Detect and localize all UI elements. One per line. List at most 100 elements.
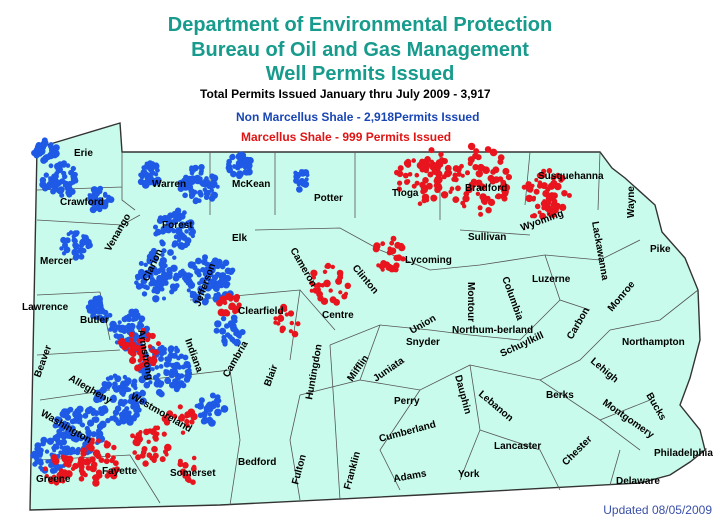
county-label-berks: Berks <box>546 390 574 401</box>
non-marcellus-permit-marker <box>43 172 49 178</box>
non-marcellus-permit-marker <box>86 432 92 438</box>
non-marcellus-permit-marker <box>245 162 253 170</box>
non-marcellus-permit-marker <box>233 339 241 346</box>
non-marcellus-permit-marker <box>160 346 166 352</box>
non-marcellus-permit-marker <box>152 266 158 271</box>
non-marcellus-permit-marker <box>192 264 198 271</box>
marcellus-permit-marker <box>467 142 476 151</box>
non-marcellus-permit-marker <box>220 405 229 413</box>
marcellus-legend: Marcellus Shale - 999 Permits Issued <box>241 130 452 144</box>
non-marcellus-permit-marker <box>114 405 122 412</box>
marcellus-permit-marker <box>495 193 502 200</box>
non-marcellus-permit-marker <box>105 381 113 389</box>
non-marcellus-permit-marker <box>90 197 98 205</box>
marcellus-permit-marker <box>521 184 527 190</box>
county-label-clearfield: Clearfield <box>238 306 284 317</box>
non-marcellus-permit-marker <box>157 215 164 221</box>
non-marcellus-permit-marker <box>153 269 159 276</box>
permit-markers <box>30 137 572 487</box>
non-marcellus-permit-marker <box>64 424 70 430</box>
non-marcellus-permit-marker <box>136 407 142 413</box>
marcellus-permit-marker <box>539 212 546 220</box>
marcellus-permit-marker <box>166 410 174 417</box>
marcellus-permit-marker <box>338 290 343 295</box>
marcellus-permit-marker <box>277 314 285 322</box>
non-marcellus-permit-marker <box>136 323 143 330</box>
marcellus-permit-marker <box>380 262 387 268</box>
county-label-philadelphia: Philadelphia <box>654 448 713 459</box>
non-marcellus-permit-marker <box>159 266 166 273</box>
marcellus-permit-marker <box>500 179 507 186</box>
non-marcellus-permit-marker <box>52 443 58 449</box>
marcellus-permit-marker <box>277 309 283 315</box>
marcellus-permit-marker <box>501 195 508 202</box>
marcellus-permit-marker <box>387 248 394 255</box>
marcellus-permit-marker <box>559 203 567 211</box>
marcellus-permit-marker <box>558 177 564 183</box>
non-marcellus-permit-marker <box>138 261 144 266</box>
non-marcellus-permit-marker <box>242 169 249 176</box>
marcellus-permit-marker <box>472 164 479 171</box>
marcellus-permit-marker <box>534 178 539 182</box>
non-marcellus-permit-marker <box>196 402 204 410</box>
non-marcellus-permit-marker <box>219 327 227 335</box>
non-marcellus-permit-marker <box>203 266 210 273</box>
marcellus-permit-marker <box>477 163 485 172</box>
marcellus-permit-marker <box>135 454 142 461</box>
marcellus-permit-marker <box>146 439 151 444</box>
marcellus-permit-marker <box>481 199 488 205</box>
marcellus-permit-marker <box>449 186 455 191</box>
marcellus-permit-marker <box>140 337 146 343</box>
non-marcellus-permit-marker <box>192 189 198 195</box>
marcellus-permit-marker <box>164 452 169 457</box>
marcellus-permit-marker <box>51 475 56 480</box>
marcellus-permit-marker <box>320 297 329 305</box>
marcellus-permit-marker <box>460 200 466 206</box>
marcellus-permit-marker <box>546 168 553 174</box>
non-marcellus-permit-marker <box>147 272 154 279</box>
non-marcellus-permit-marker <box>81 234 86 239</box>
non-marcellus-permit-marker <box>202 257 208 263</box>
non-marcellus-permit-marker <box>49 147 56 154</box>
non-marcellus-permit-marker <box>94 393 102 401</box>
marcellus-permit-marker <box>152 349 159 356</box>
non-marcellus-permit-marker <box>109 324 116 331</box>
marcellus-permit-marker <box>153 436 159 442</box>
non-marcellus-permit-marker <box>72 410 77 416</box>
non-marcellus-permit-marker <box>239 329 246 336</box>
non-marcellus-permit-marker <box>237 152 242 158</box>
non-marcellus-permit-marker <box>72 238 78 244</box>
non-marcellus-permit-marker <box>125 418 132 425</box>
non-marcellus-permit-marker <box>59 246 64 251</box>
marcellus-permit-marker <box>525 181 532 188</box>
marcellus-permit-marker <box>233 293 241 301</box>
marcellus-permit-marker <box>421 197 427 204</box>
marcellus-permit-marker <box>438 159 444 164</box>
non-marcellus-permit-marker <box>188 273 194 278</box>
county-label-greene: Greene <box>36 474 71 485</box>
marcellus-permit-marker <box>428 147 435 154</box>
non-marcellus-permit-marker <box>220 315 227 322</box>
non-marcellus-permit-marker <box>96 309 102 315</box>
marcellus-permit-marker <box>440 191 449 199</box>
non-marcellus-permit-marker <box>69 446 76 453</box>
non-marcellus-permit-marker <box>149 175 154 181</box>
non-marcellus-permit-marker <box>82 412 89 419</box>
non-marcellus-permit-marker <box>61 447 70 456</box>
non-marcellus-permit-marker <box>113 333 119 339</box>
marcellus-permit-marker <box>232 308 238 315</box>
non-marcellus-permit-marker <box>155 388 163 396</box>
non-marcellus-permit-marker <box>66 191 73 198</box>
marcellus-permit-marker <box>544 205 549 211</box>
non-marcellus-permit-marker <box>184 229 189 234</box>
marcellus-permit-marker <box>139 362 146 369</box>
marcellus-permit-marker <box>284 312 289 317</box>
non-marcellus-permit-marker <box>230 170 237 178</box>
marcellus-permit-marker <box>530 214 535 219</box>
county-label-lycoming: Lycoming <box>405 255 452 266</box>
county-label-york: York <box>458 469 480 480</box>
non-marcellus-permit-marker <box>48 163 54 169</box>
non-marcellus-permit-marker <box>209 392 216 399</box>
non-marcellus-permit-marker <box>159 257 167 265</box>
non-marcellus-permit-marker <box>225 332 231 338</box>
